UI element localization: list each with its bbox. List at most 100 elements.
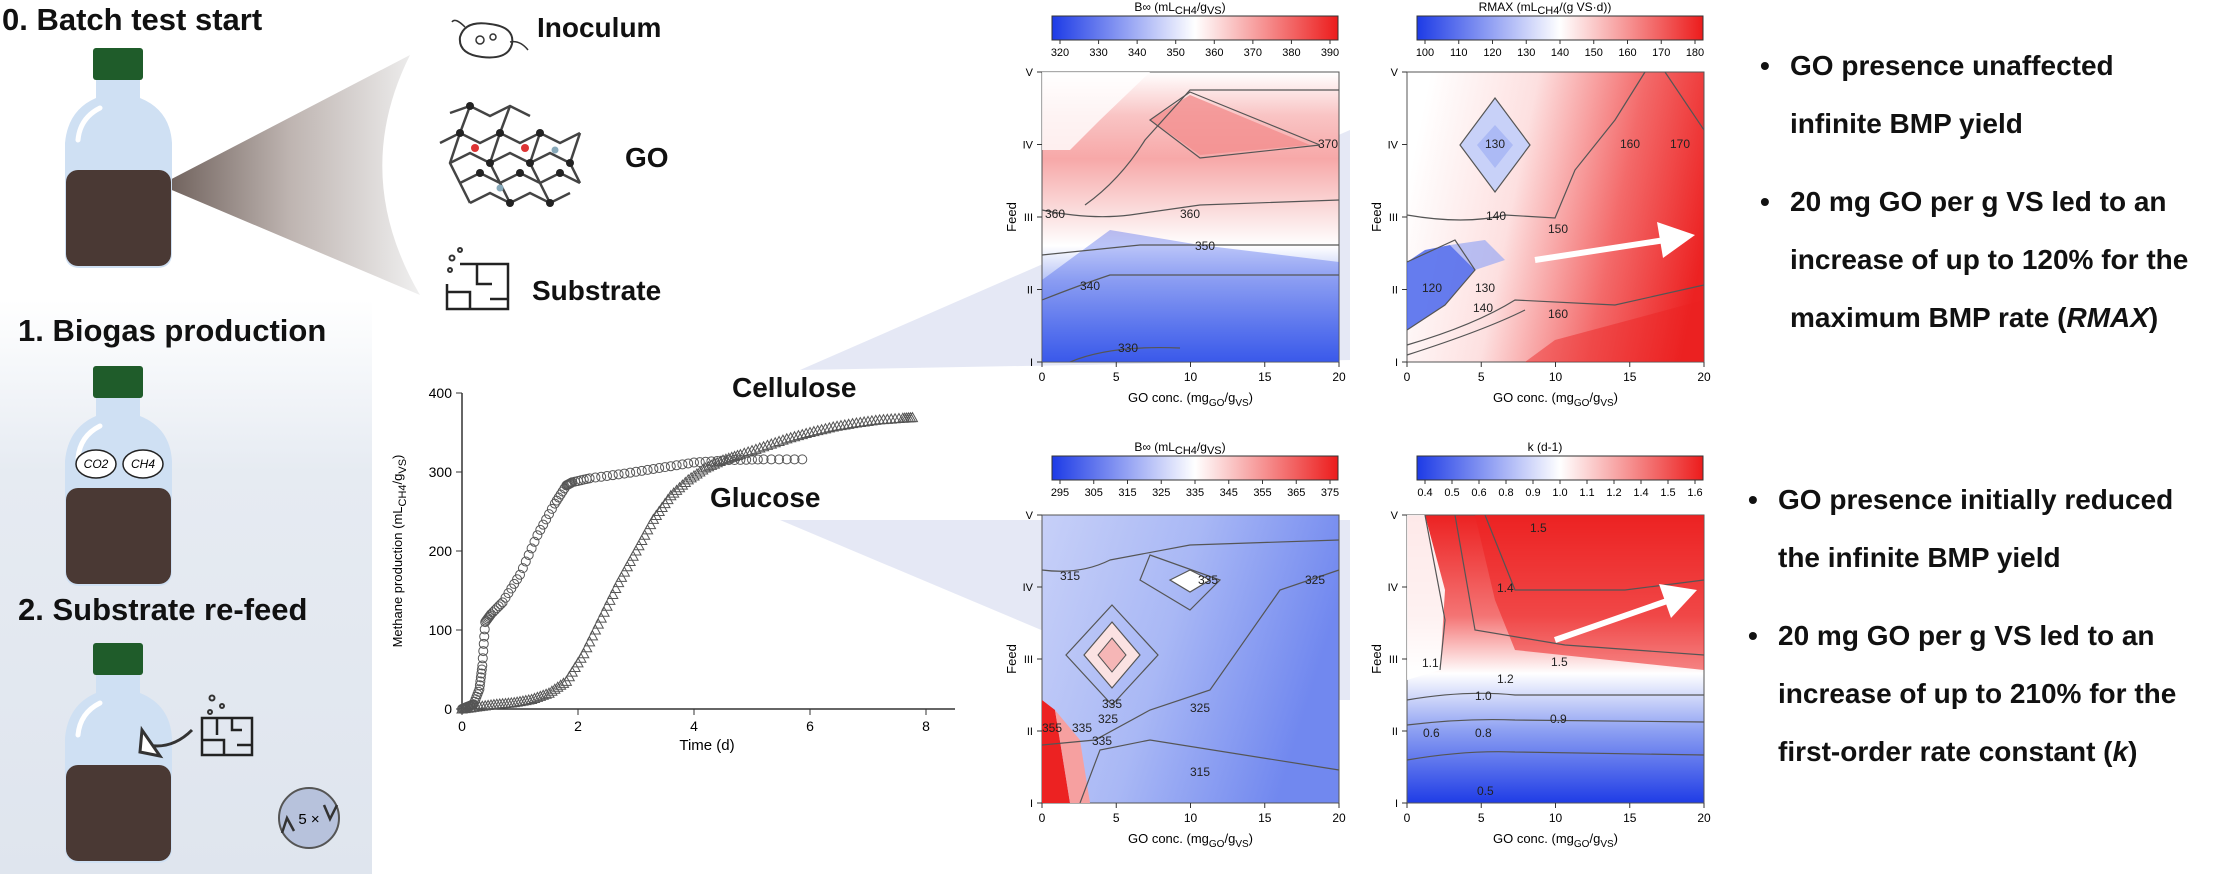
svg-text:1.2: 1.2 bbox=[1497, 672, 1514, 686]
colorbar-tick-label: 330 bbox=[1089, 47, 1107, 59]
y-tick-label: I bbox=[1395, 798, 1398, 810]
x-axis-label: GO conc. (mgGO/gVS) bbox=[1128, 390, 1253, 409]
cellulose-point bbox=[543, 687, 555, 698]
bullet-item: • 20 mg GO per g VS led to an increase o… bbox=[1748, 620, 2177, 767]
glucose-point bbox=[479, 631, 490, 642]
cellulose-point bbox=[586, 629, 599, 641]
cellulose-point bbox=[792, 429, 805, 441]
glucose-point bbox=[752, 454, 763, 465]
svg-text:315: 315 bbox=[1190, 765, 1210, 779]
cellulose-point bbox=[869, 414, 882, 425]
glucose-point bbox=[781, 454, 792, 465]
colorbar-tick-label: 335 bbox=[1186, 487, 1204, 499]
cellulose-point bbox=[906, 411, 919, 423]
colorbar-tick-label: 320 bbox=[1051, 47, 1069, 59]
colorbar-tick-label: 0.5 bbox=[1444, 487, 1459, 499]
contour-label: 360 bbox=[1045, 207, 1065, 221]
glucose-point bbox=[613, 469, 624, 480]
cellulose-point bbox=[769, 436, 782, 448]
cellulose-point bbox=[685, 471, 697, 483]
svg-text:130: 130 bbox=[1475, 281, 1495, 295]
curve-y-label: Methane production (mLCH4/gVS) bbox=[390, 455, 409, 648]
x-tick-label: 6 bbox=[806, 718, 814, 734]
x-tick-label: 10 bbox=[1184, 811, 1198, 825]
glucose-point bbox=[523, 549, 534, 560]
y-tick-label: V bbox=[1026, 67, 1034, 79]
x-tick-label: 2 bbox=[574, 718, 582, 734]
bottle-refeed-icon bbox=[65, 643, 172, 863]
y-tick-label: 100 bbox=[429, 622, 453, 638]
x-tick-label: 5 bbox=[1478, 370, 1485, 384]
svg-text:140: 140 bbox=[1473, 301, 1493, 315]
cellulose-point bbox=[858, 415, 870, 427]
glucose-point bbox=[671, 460, 682, 471]
cellulose-point bbox=[670, 484, 683, 495]
svg-text:CH4: CH4 bbox=[131, 457, 155, 471]
colorbar-tick-label: 295 bbox=[1051, 487, 1069, 499]
cellulose-point bbox=[604, 594, 616, 605]
cellulose-point bbox=[664, 489, 677, 501]
y-tick-label: I bbox=[1030, 798, 1033, 810]
colorbar-tick-label: 130 bbox=[1517, 47, 1535, 59]
svg-text:5 ×: 5 × bbox=[298, 811, 319, 828]
bullet-item: • GO presence initially reduced the infi… bbox=[1748, 484, 2174, 573]
colorbar-tick-label: 120 bbox=[1483, 47, 1501, 59]
y-tick-label: III bbox=[1024, 212, 1033, 224]
cellulose-point bbox=[866, 414, 878, 426]
bullet-list-glucose: • GO presence initially reduced the infi… bbox=[1748, 471, 2177, 781]
y-tick-label: II bbox=[1027, 726, 1033, 738]
go-label: GO bbox=[625, 142, 669, 173]
step-biogas-production: 1. Biogas production bbox=[18, 313, 327, 348]
bottle-start-icon bbox=[65, 48, 172, 268]
refeed-arrow-icon bbox=[138, 694, 254, 759]
cellulose-point bbox=[656, 501, 668, 513]
x-tick-label: 0 bbox=[1404, 370, 1411, 384]
x-tick-label: 0 bbox=[1404, 811, 1411, 825]
cellulose-point bbox=[682, 473, 695, 485]
svg-text:170: 170 bbox=[1670, 137, 1690, 151]
cellulose-point bbox=[804, 426, 816, 437]
cellulose-point bbox=[705, 459, 718, 470]
cellulose-point bbox=[598, 606, 610, 617]
colorbar-tick-label: 325 bbox=[1152, 487, 1170, 499]
svg-text:1.4: 1.4 bbox=[1497, 581, 1514, 595]
cellulose-point bbox=[750, 443, 762, 454]
left-panel-background bbox=[0, 300, 372, 874]
x-tick-label: 10 bbox=[1549, 811, 1563, 825]
colorbar-tick-label: 380 bbox=[1282, 47, 1300, 59]
x-tick-label: 20 bbox=[1697, 370, 1711, 384]
glucose-point bbox=[590, 472, 601, 483]
step-substrate-refeed: 2. Substrate re-feed bbox=[18, 592, 308, 627]
cellulose-point bbox=[601, 600, 613, 611]
cellulose-point bbox=[711, 456, 724, 468]
cellulose-point bbox=[800, 427, 812, 439]
svg-text:B∞ (mLCH4/gVS): B∞ (mLCH4/gVS) bbox=[1134, 0, 1225, 17]
glucose-point bbox=[474, 684, 485, 695]
glucose-point bbox=[532, 530, 543, 541]
x-axis-label: GO conc. (mgGO/gVS) bbox=[1128, 831, 1253, 850]
glucose-point bbox=[584, 473, 595, 484]
glucose-point bbox=[475, 672, 486, 683]
svg-text:120: 120 bbox=[1422, 281, 1442, 295]
cellulose-point bbox=[551, 681, 564, 692]
cellulose-point bbox=[757, 440, 770, 452]
cellulose-point bbox=[635, 534, 648, 545]
y-tick-label: II bbox=[1392, 285, 1398, 297]
x-tick-label: 5 bbox=[1478, 811, 1485, 825]
x-tick-label: 10 bbox=[1549, 370, 1563, 384]
colorbar-tick-label: 0.4 bbox=[1417, 487, 1432, 499]
cellulose-point bbox=[796, 428, 809, 440]
contour-label: 370 bbox=[1318, 137, 1338, 151]
cellulose-point bbox=[630, 544, 642, 556]
cellulose-point bbox=[641, 523, 654, 535]
x-tick-label: 5 bbox=[1113, 370, 1120, 384]
glucose-point bbox=[477, 660, 488, 671]
colorbar-tick-label: 1.2 bbox=[1606, 487, 1621, 499]
cellulose-point bbox=[854, 416, 867, 427]
x-tick-label: 15 bbox=[1623, 811, 1637, 825]
cellulose-point bbox=[621, 560, 634, 572]
contour-label: 360 bbox=[1180, 207, 1200, 221]
glucose-point bbox=[625, 467, 636, 478]
svg-text:325: 325 bbox=[1305, 573, 1325, 587]
colorbar-tick-label: 305 bbox=[1085, 487, 1103, 499]
